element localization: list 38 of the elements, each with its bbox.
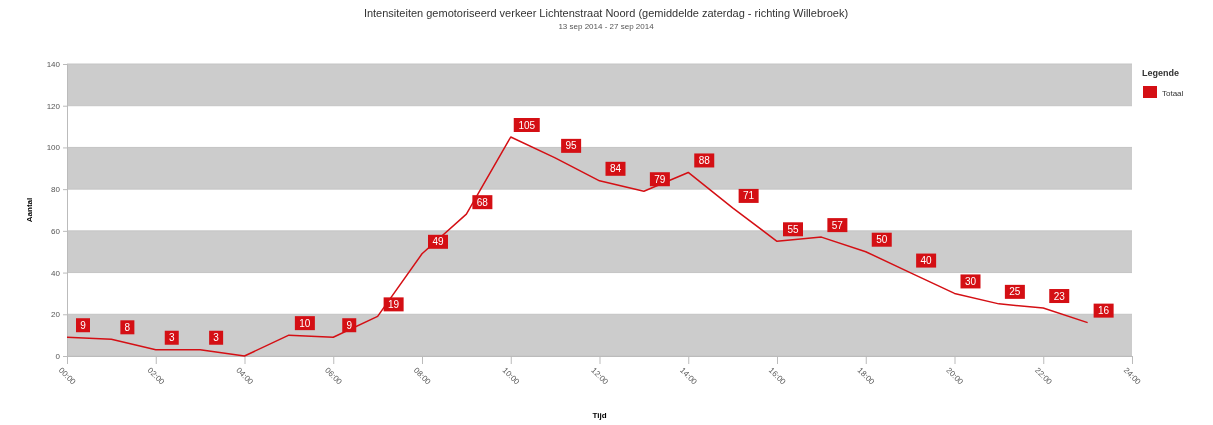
data-label: 50 (876, 234, 888, 246)
data-label: 84 (609, 163, 622, 175)
data-label: 23 (1053, 290, 1066, 302)
data-label: 19 (388, 298, 400, 310)
data-label: 3 (168, 332, 175, 344)
data-label: 16 (1098, 305, 1110, 317)
y-tick-label: 100 (46, 143, 61, 153)
data-label: 9 (80, 319, 87, 331)
y-tick-label: 120 (46, 101, 61, 111)
data-label: 105 (518, 119, 536, 131)
data-label: 40 (920, 255, 933, 267)
legend-title: Legende (1142, 68, 1180, 78)
data-label: 71 (743, 190, 755, 202)
x-axis-title: Tijd (592, 411, 607, 420)
data-label: 55 (787, 223, 799, 235)
legend-label: Totaal (1162, 89, 1184, 98)
data-label: 95 (565, 140, 578, 152)
data-label: 25 (1009, 286, 1021, 298)
data-label: 10 (299, 317, 311, 329)
data-label: 57 (831, 219, 844, 231)
data-label: 9 (346, 319, 353, 331)
y-tick-label: 40 (51, 268, 61, 278)
y-tick-label: 80 (51, 185, 61, 195)
data-label: 49 (432, 236, 444, 248)
data-label: 79 (654, 173, 666, 185)
data-label: 88 (698, 154, 711, 166)
data-label: 3 (213, 332, 220, 344)
chart-subtitle: 13 sep 2014 - 27 sep 2014 (558, 22, 655, 31)
data-label: 30 (964, 275, 977, 287)
y-axis-title: Aantal (25, 197, 34, 223)
y-tick-label: 20 (51, 310, 61, 320)
data-label: 68 (476, 196, 489, 208)
chart-title: Intensiteiten gemotoriseerd verkeer Lichtenstraat Noord (gemiddelde zaterdag - richting Willebroek) (363, 7, 849, 19)
data-label: 8 (124, 321, 131, 333)
y-tick-label: 60 (51, 226, 61, 236)
y-tick-label: 140 (46, 60, 61, 70)
y-tick-label: 0 (55, 352, 61, 362)
line-series (66, 136, 1089, 357)
